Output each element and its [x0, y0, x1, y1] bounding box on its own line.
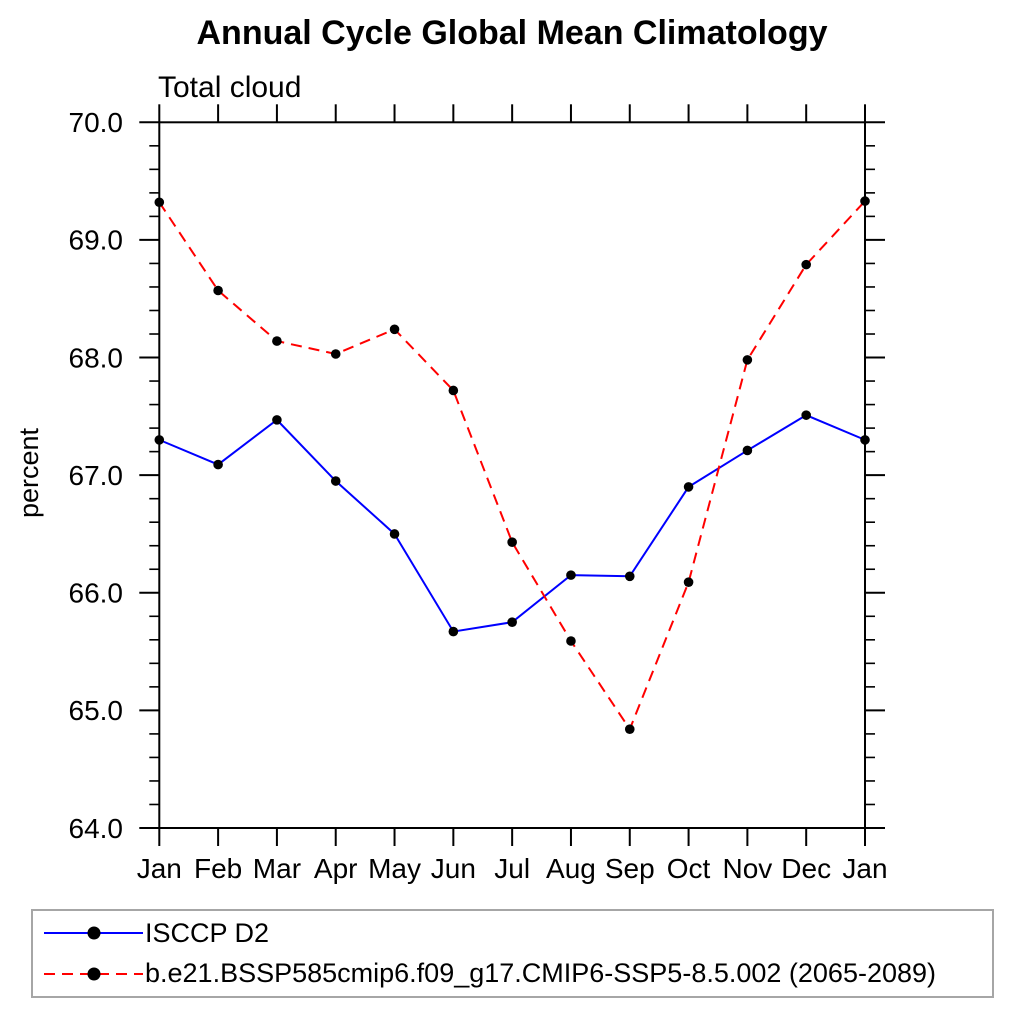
- x-tick-label: Dec: [781, 853, 831, 884]
- data-point: [272, 336, 282, 346]
- y-tick-label: 70.0: [69, 107, 124, 138]
- plot-area: 64.0 65.0 66.0 67.0 68.0 69.0 70.0 Jan Feb Mar Apr…: [69, 104, 888, 884]
- data-point: [154, 197, 165, 208]
- x-tick-label: Jun: [431, 853, 476, 884]
- data-point: [860, 196, 870, 206]
- data-point: [801, 410, 811, 420]
- data-point: [742, 445, 753, 456]
- legend-line-sample-solid: [44, 926, 143, 940]
- y-axis-label: percent: [14, 427, 44, 518]
- x-tick-label: Jul: [494, 853, 530, 884]
- legend-marker-icon: [87, 926, 101, 940]
- x-tick-label: Apr: [314, 853, 358, 884]
- legend-marker-icon: [87, 967, 101, 981]
- y-tick-label: 65.0: [69, 695, 124, 726]
- data-point: [566, 636, 576, 646]
- data-point: [154, 435, 165, 445]
- data-point: [330, 349, 341, 359]
- x-tick-label: Jan: [842, 853, 887, 884]
- data-point: [213, 459, 223, 470]
- data-point: [683, 482, 694, 492]
- y-tick-label: 68.0: [69, 342, 124, 373]
- x-tick-label: Sep: [605, 853, 655, 884]
- data-point: [683, 577, 694, 587]
- data-point: [389, 529, 400, 539]
- x-tick-label: Jan: [137, 853, 182, 884]
- legend-label: b.e21.BSSP585cmip6.f09_g17.CMIP6-SSP5-8.…: [145, 958, 937, 989]
- data-point: [272, 415, 282, 425]
- data-point: [507, 617, 517, 627]
- plot-frame: [158, 121, 867, 830]
- data-point: [801, 259, 811, 270]
- y-tick-label: 67.0: [69, 460, 124, 491]
- data-point: [742, 355, 753, 365]
- legend-line-sample-dashed: [44, 967, 143, 981]
- chart-title: Annual Cycle Global Mean Climatology: [197, 14, 828, 52]
- x-tick-label: Oct: [667, 853, 711, 884]
- x-tick-label: Feb: [194, 853, 242, 884]
- data-point: [448, 385, 459, 396]
- data-point: [566, 570, 576, 580]
- data-point: [624, 571, 635, 582]
- series-line: [158, 414, 866, 633]
- y-tick-label: 64.0: [69, 813, 124, 844]
- data-point: [330, 476, 341, 486]
- x-tick-label: May: [368, 853, 421, 884]
- data-point: [448, 626, 459, 637]
- data-point: [213, 285, 223, 296]
- legend-box: ISCCP D2 b.e21.BSSP585cmip6.f09_g17.CMIP…: [31, 909, 994, 998]
- y-tick-label: 66.0: [69, 578, 124, 609]
- y-tick-label: 69.0: [69, 225, 124, 256]
- x-tick-label: Aug: [546, 853, 596, 884]
- legend-label: ISCCP D2: [145, 917, 270, 948]
- legend-item: ISCCP D2: [39, 913, 992, 954]
- chart-subtitle: Total cloud: [158, 71, 301, 104]
- data-point: [389, 324, 400, 335]
- x-tick-label: Mar: [253, 853, 301, 884]
- x-tick-label: Nov: [722, 853, 772, 884]
- data-point: [624, 724, 635, 735]
- series-line: [158, 200, 866, 732]
- data-point: [507, 537, 517, 547]
- legend-item: b.e21.BSSP585cmip6.f09_g17.CMIP6-SSP5-8.…: [39, 954, 992, 995]
- data-point: [860, 435, 870, 445]
